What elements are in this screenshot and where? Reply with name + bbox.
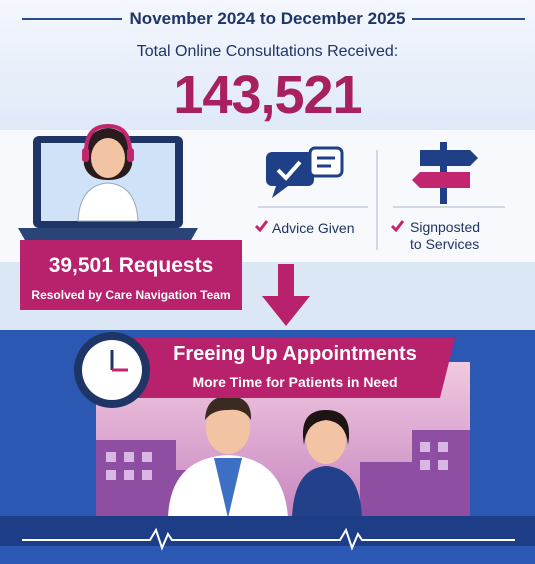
check-icon (254, 220, 269, 233)
check-icon (276, 160, 302, 181)
header-bg (0, 0, 535, 130)
outcome-label: Advice Given (272, 220, 355, 236)
check-icon (390, 220, 405, 233)
bubble-icon (272, 186, 288, 198)
footer-band (0, 516, 535, 546)
headset (84, 123, 132, 153)
headset (127, 148, 134, 162)
face (91, 138, 125, 178)
total: 143,521 (173, 65, 362, 125)
doctor-hair (205, 396, 252, 420)
person-body (77, 182, 139, 222)
nurse-hair (302, 410, 350, 445)
headset (82, 148, 89, 162)
windows (106, 442, 448, 480)
bubble-icon (308, 146, 344, 178)
doctor-face (206, 402, 250, 454)
nurse-face (306, 416, 346, 464)
resolved-subtitle: Resolved by Care Navigation Team (31, 288, 231, 302)
arrow (262, 264, 310, 326)
nurse-body (292, 466, 362, 518)
doctor-shirt (214, 458, 242, 518)
laptop-base (18, 228, 198, 242)
bubble-icon (266, 152, 314, 186)
signpost (412, 172, 470, 188)
resolved-box (20, 240, 242, 310)
date-range: November 2024 to December 2025 (129, 9, 406, 28)
banner (118, 338, 455, 398)
banner-title: Freeing Up Appointments (173, 343, 417, 365)
outcome-label: Signposted to Services (410, 219, 481, 252)
resolved-title: 39,501 Requests (48, 254, 214, 277)
signpost (420, 150, 478, 166)
heartbeat (22, 527, 515, 551)
banner-subtitle: More Time for Patients in Need (192, 374, 398, 390)
subtitle: Total Online Consultations Received: (136, 43, 399, 60)
